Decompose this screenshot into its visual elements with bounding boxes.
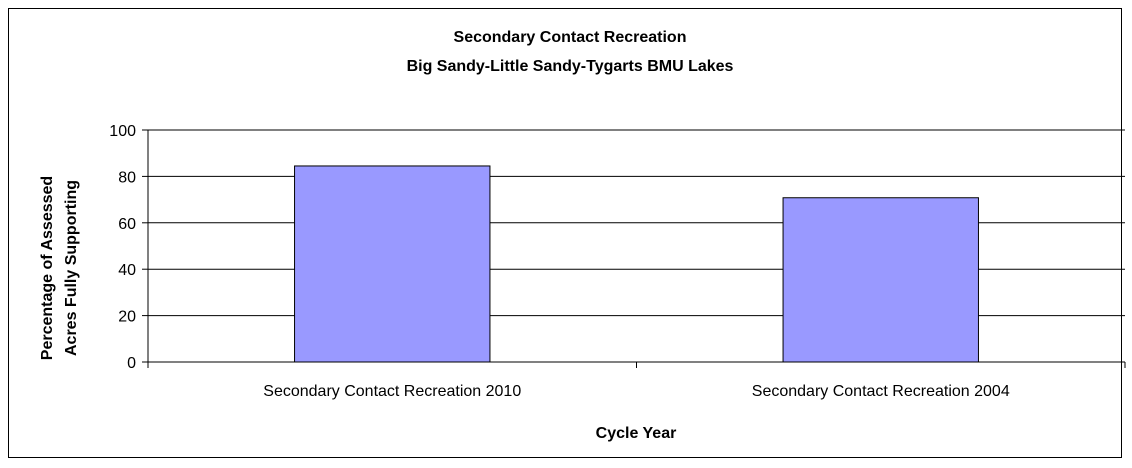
bars bbox=[294, 165, 979, 363]
y-tick-label: 20 bbox=[118, 309, 136, 326]
x-category-labels: Secondary Contact Recreation 2010 Seconda… bbox=[263, 383, 1010, 400]
y-tick-label: 40 bbox=[118, 262, 136, 279]
x-category-label: Secondary Contact Recreation 2010 bbox=[263, 383, 521, 400]
y-axis-label-line-2: Acres Fully Supporting bbox=[63, 180, 80, 356]
y-tick-labels: 0 20 40 60 80 100 bbox=[109, 123, 136, 372]
axes bbox=[142, 129, 1126, 368]
y-tick-label: 100 bbox=[109, 123, 136, 140]
chart-title-line-2: Big Sandy-Little Sandy-Tygarts BMU Lakes bbox=[407, 58, 734, 75]
x-axis-label: Cycle Year bbox=[596, 425, 677, 442]
y-tick-label: 0 bbox=[127, 355, 136, 372]
x-category-label: Secondary Contact Recreation 2004 bbox=[752, 383, 1010, 400]
y-axis-label-line-1: Percentage of Assessed bbox=[39, 176, 56, 360]
chart-title-line-1: Secondary Contact Recreation bbox=[454, 29, 687, 46]
bar bbox=[782, 197, 979, 363]
bar bbox=[294, 165, 491, 363]
y-tick-label: 80 bbox=[118, 169, 136, 186]
y-tick-label: 60 bbox=[118, 216, 136, 233]
